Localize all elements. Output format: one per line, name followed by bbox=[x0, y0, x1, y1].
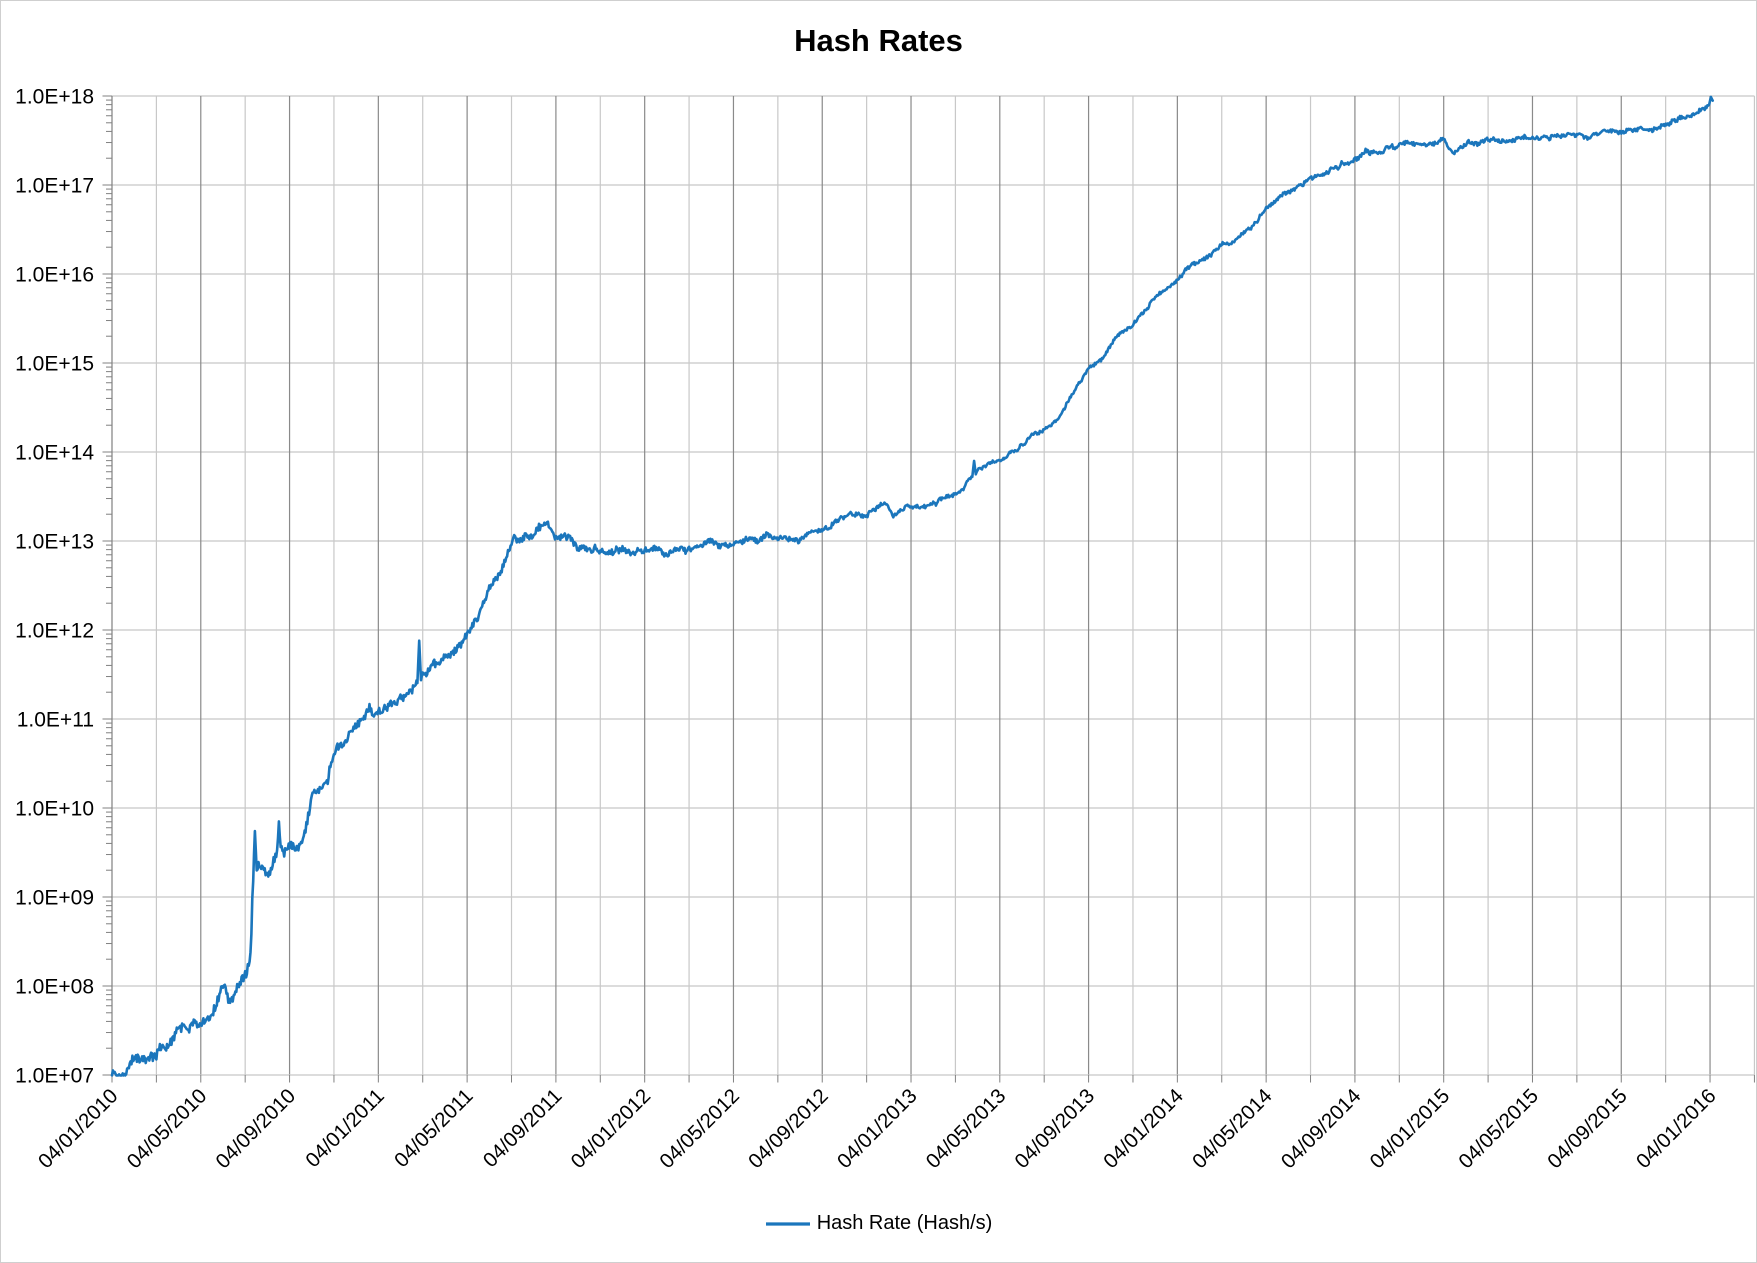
y-tick-label: 1.0E+12 bbox=[15, 620, 94, 643]
x-tick-label: 04/01/2013 bbox=[833, 1084, 922, 1173]
x-tick-label: 04/09/2011 bbox=[479, 1084, 567, 1172]
x-tick-label: 04/09/2012 bbox=[744, 1084, 833, 1173]
x-tick-label: 04/09/2015 bbox=[1543, 1084, 1632, 1173]
legend-line-icon bbox=[765, 1221, 810, 1226]
x-tick-label: 04/05/2012 bbox=[655, 1084, 744, 1173]
x-tick-label: 04/09/2014 bbox=[1277, 1084, 1366, 1173]
y-tick-label: 1.0E+15 bbox=[15, 353, 94, 376]
x-tick-label: 04/01/2016 bbox=[1632, 1084, 1721, 1173]
y-tick-label: 1.0E+08 bbox=[15, 976, 94, 999]
y-tick-label: 1.0E+10 bbox=[15, 798, 94, 821]
gridlines-vertical-minor bbox=[155, 96, 1756, 1075]
x-tick-label: 04/01/2014 bbox=[1099, 1084, 1188, 1173]
y-tick-label: 1.0E+17 bbox=[15, 175, 94, 198]
chart-title: Hash Rates bbox=[794, 23, 963, 58]
axis-ticks bbox=[102, 95, 1755, 1083]
x-tick-label: 04/01/2010 bbox=[34, 1084, 123, 1173]
y-tick-label: 1.0E+09 bbox=[15, 887, 94, 910]
x-tick-label: 04/09/2010 bbox=[211, 1084, 300, 1173]
y-axis-labels: 1.0E+18 1.0E+17 1.0E+16 1.0E+15 1.0E+14 1.0E+… bbox=[15, 86, 94, 1088]
y-tick-label: 1.0E+13 bbox=[15, 531, 94, 554]
y-tick-label: 1.0E+14 bbox=[15, 442, 94, 465]
x-tick-label: 04/05/2010 bbox=[122, 1084, 211, 1173]
x-tick-label: 04/05/2014 bbox=[1188, 1084, 1277, 1173]
x-tick-label: 04/01/2015 bbox=[1365, 1084, 1454, 1173]
y-tick-label: 1.0E+16 bbox=[15, 264, 94, 287]
x-tick-label: 04/05/2011 bbox=[390, 1084, 478, 1172]
y-tick-label: 1.0E+18 bbox=[15, 86, 94, 109]
axes bbox=[111, 96, 1755, 1076]
x-axis-labels: 04/01/2010 04/05/2010 04/09/2010 04/01/2011… bbox=[34, 1084, 1721, 1173]
legend-label: Hash Rate (Hash/s) bbox=[816, 1212, 993, 1234]
x-tick-label: 04/01/2011 bbox=[301, 1084, 389, 1172]
x-tick-label: 04/05/2013 bbox=[922, 1084, 1011, 1173]
x-tick-label: 04/05/2015 bbox=[1454, 1084, 1543, 1173]
legend: Hash Rate (Hash/s) bbox=[1, 1212, 1756, 1235]
hash-rate-line bbox=[110, 95, 1714, 1077]
gridlines-vertical-major bbox=[200, 96, 1711, 1075]
y-tick-label: 1.0E+07 bbox=[15, 1065, 94, 1088]
x-tick-label: 04/01/2012 bbox=[566, 1084, 655, 1173]
gridlines-horizontal bbox=[112, 95, 1755, 987]
y-tick-label: 1.0E+11 bbox=[17, 709, 94, 732]
x-tick-label: 04/09/2013 bbox=[1010, 1084, 1099, 1173]
